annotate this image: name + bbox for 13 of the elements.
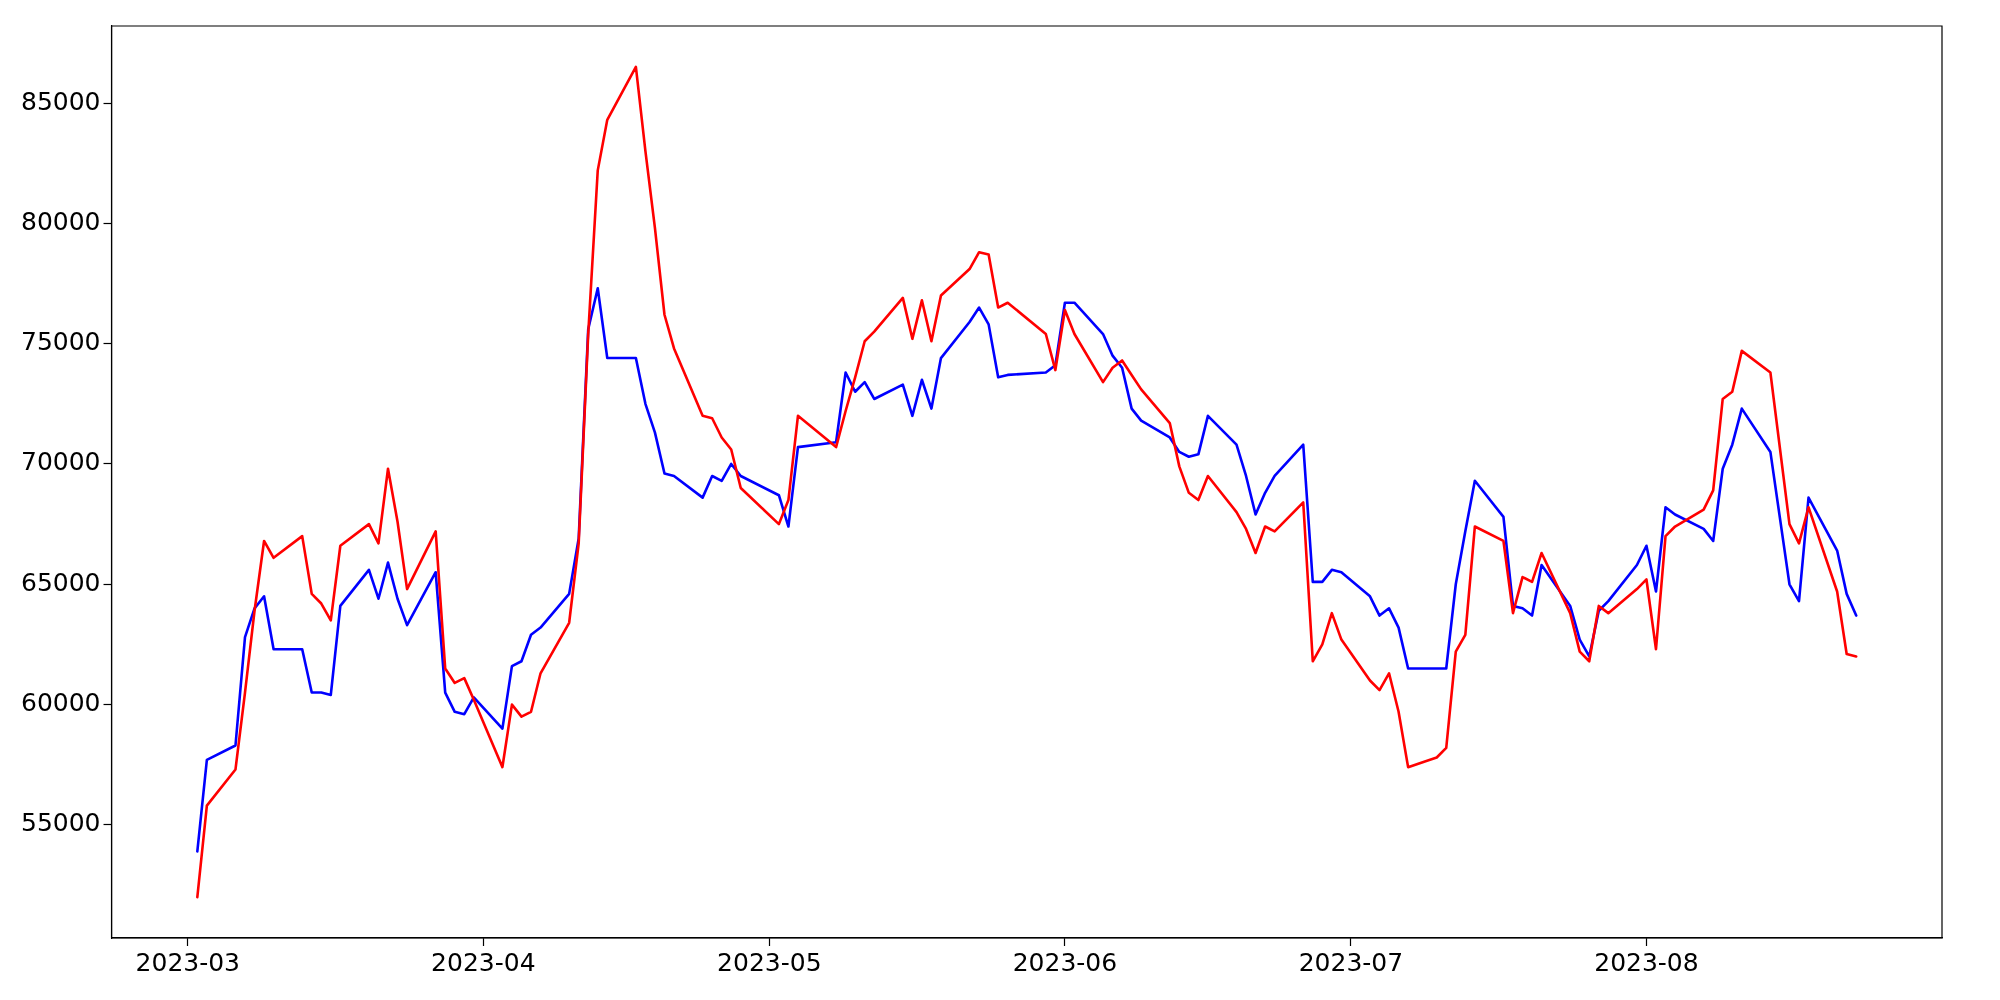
y-tick-label: 85000 bbox=[21, 86, 101, 116]
x-tick-label: 2023-06 bbox=[1012, 947, 1118, 977]
x-tick-label: 2023-08 bbox=[1594, 947, 1699, 977]
y-tick-label: 70000 bbox=[21, 447, 101, 477]
y-tick-label: 80000 bbox=[21, 206, 101, 236]
y-tick-label: 75000 bbox=[21, 327, 101, 357]
y-tick-label: 60000 bbox=[21, 688, 101, 718]
x-tick-label: 2023-07 bbox=[1298, 947, 1404, 977]
x-tick-label: 2023-03 bbox=[135, 947, 241, 977]
x-tick-label: 2023-05 bbox=[717, 947, 822, 977]
x-tick-label: 2023-04 bbox=[431, 947, 536, 977]
y-tick-label: 55000 bbox=[21, 808, 101, 838]
y-tick-label: 65000 bbox=[21, 567, 101, 597]
